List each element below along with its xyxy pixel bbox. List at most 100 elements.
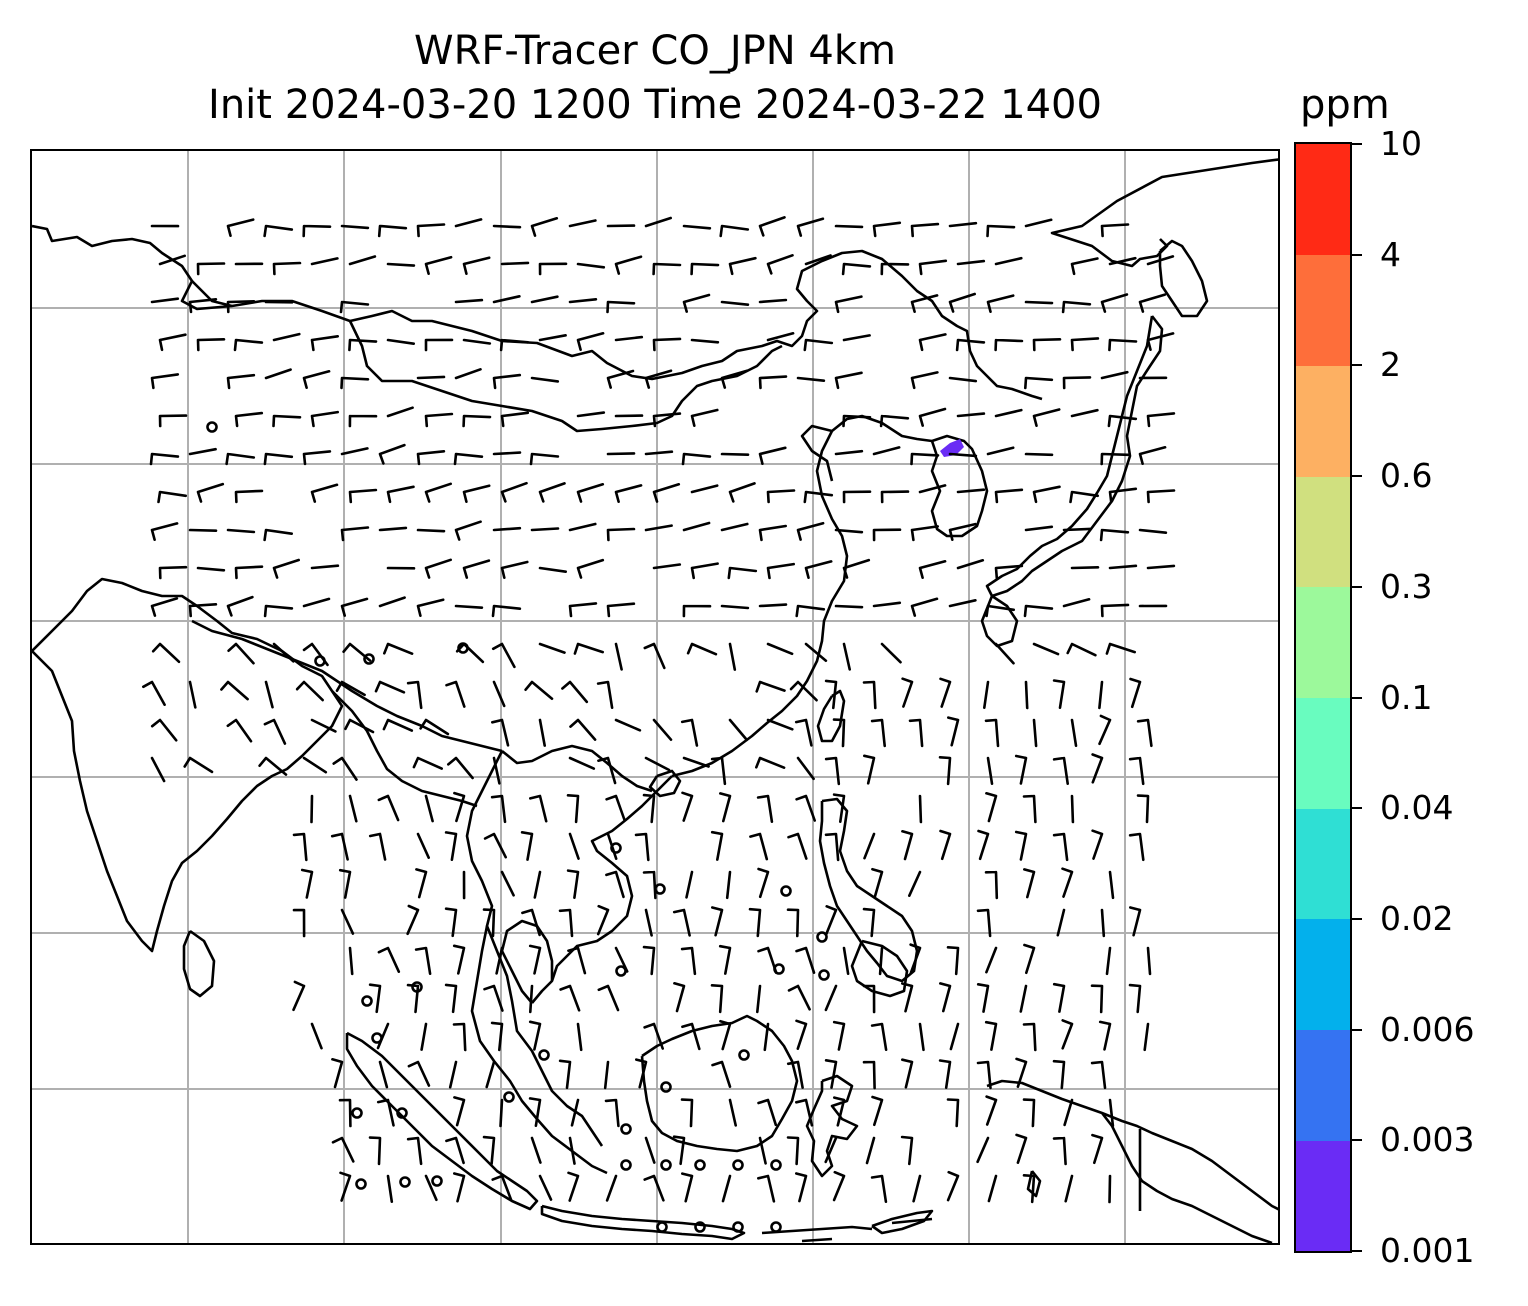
wind-barb	[1108, 1098, 1115, 1128]
wind-barb	[832, 1020, 846, 1051]
wind-barb	[226, 718, 253, 743]
wind-barb	[234, 411, 264, 428]
calm-wind-marker	[361, 995, 373, 1007]
wind-barb	[348, 414, 378, 428]
wind-barb	[538, 642, 566, 654]
sri-lanka	[182, 929, 216, 998]
wind-barb	[918, 794, 923, 824]
map-panel	[30, 149, 1280, 1245]
wind-barb	[986, 294, 1015, 313]
wind-barb	[453, 1096, 466, 1127]
wind-barb	[1100, 223, 1130, 238]
wind-barb	[416, 598, 445, 617]
wind-barb	[789, 680, 818, 702]
wind-barb	[529, 984, 534, 1014]
wind-barb	[976, 983, 990, 1013]
wind-barb	[786, 908, 800, 938]
borneo	[640, 1014, 799, 1153]
wind-barb	[499, 1098, 504, 1128]
wind-barb	[272, 332, 301, 342]
wind-barb	[538, 566, 567, 573]
wind-barb	[901, 677, 914, 708]
wind-barb	[1014, 830, 1028, 861]
wind-barb	[597, 756, 617, 785]
wind-barb	[994, 408, 1023, 418]
wind-barb	[368, 832, 387, 861]
wind-barb	[158, 414, 188, 428]
wind-barb	[680, 946, 697, 976]
wind-barb	[225, 452, 256, 466]
wind-barb	[310, 257, 339, 266]
wind-barb	[378, 596, 406, 608]
colorbar-segment	[1296, 1140, 1350, 1252]
wind-barb	[339, 1171, 352, 1202]
wind-barb	[1063, 1098, 1074, 1127]
bohai-bay	[800, 424, 834, 482]
wind-barb	[1108, 256, 1137, 266]
wind-barb	[454, 298, 484, 304]
wind-barb	[795, 1172, 808, 1203]
wind-barb	[946, 1098, 960, 1128]
wind-barb	[158, 254, 186, 266]
wind-barb	[569, 718, 597, 741]
wind-barb	[728, 642, 737, 671]
wind-barb	[1098, 1020, 1112, 1051]
wind-barb	[796, 376, 826, 382]
wind-barb	[880, 490, 910, 504]
colorbar-tick-label: 2	[1380, 345, 1401, 385]
wind-barb	[938, 756, 952, 786]
wind-barb	[596, 904, 610, 936]
wind-barb	[530, 217, 559, 237]
wind-barb	[685, 870, 694, 899]
colorbar-tick-label: 0.02	[1380, 898, 1454, 938]
wind-barb	[1023, 943, 1036, 975]
wind-barb	[984, 870, 999, 900]
calm-wind-marker	[538, 1049, 550, 1061]
wind-barb	[1091, 753, 1104, 784]
wind-barb	[340, 526, 370, 542]
wind-barb	[766, 254, 794, 275]
wind-barb	[682, 293, 711, 313]
wind-barb	[1062, 527, 1092, 532]
wind-barb	[1024, 300, 1054, 305]
wind-barb	[453, 452, 484, 466]
colorbar-segment	[1296, 1029, 1350, 1141]
wind-barb	[331, 1058, 344, 1089]
wind-barb	[824, 984, 838, 1012]
wind-barb	[603, 1060, 610, 1090]
wind-barb	[382, 718, 414, 732]
wind-barb	[310, 1022, 323, 1050]
wind-barb	[530, 295, 559, 304]
calm-wind-marker	[660, 1081, 672, 1093]
wind-barb	[985, 946, 998, 974]
calm-wind-marker	[615, 965, 627, 977]
korea-peninsula	[930, 434, 989, 538]
wind-barb	[188, 447, 217, 456]
wind-barb	[567, 1171, 580, 1202]
wind-barb	[614, 255, 643, 275]
wind-barb	[1022, 1174, 1036, 1204]
wind-barb	[377, 794, 400, 822]
wind-barb	[1022, 1022, 1037, 1052]
wind-barb	[900, 1135, 914, 1166]
wind-barb	[841, 262, 872, 276]
wind-barb	[292, 832, 308, 862]
wind-barb	[292, 980, 306, 1012]
wind-barb	[302, 642, 329, 667]
wind-barb	[368, 1136, 382, 1166]
colorbar-tick-label: 0.003	[1380, 1120, 1475, 1160]
wind-barb	[348, 946, 354, 976]
wind-barb	[1100, 452, 1130, 466]
wind-barb	[842, 490, 872, 504]
wind-barb	[462, 338, 492, 345]
wind-barb	[918, 1022, 925, 1052]
wind-barb	[264, 680, 274, 709]
wind-barb	[1143, 1022, 1150, 1052]
wind-barb	[725, 870, 732, 900]
wind-barb	[234, 565, 264, 580]
wind-barb	[150, 756, 166, 783]
calm-wind-marker	[620, 1159, 632, 1171]
colorbar-tick-label: 0.001	[1380, 1231, 1475, 1270]
wind-barb	[755, 680, 786, 693]
wind-barb	[188, 603, 218, 618]
